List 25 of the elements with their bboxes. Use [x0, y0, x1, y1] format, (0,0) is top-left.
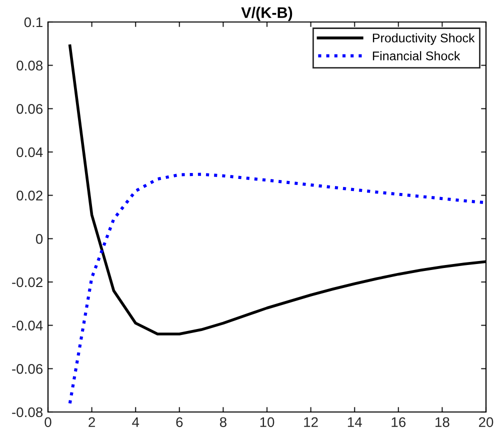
x-tick-label: 10	[260, 417, 274, 428]
x-tick-label: 16	[392, 417, 406, 428]
y-tick-label: -0.06	[12, 364, 43, 374]
x-tick-label: 4	[132, 417, 140, 427]
x-tick-label: 12	[304, 417, 318, 427]
y-tick-label: -0.08	[12, 407, 43, 418]
x-tick-label: 18	[436, 417, 450, 428]
line-series	[68, 172, 486, 405]
y-tick-label: 0.1	[24, 17, 42, 28]
x-tick-label: 6	[176, 417, 183, 428]
chart-title: V/(K-B)	[241, 6, 292, 22]
legend-label: Financial Shock	[372, 51, 460, 60]
x-tick-label: 2	[88, 417, 95, 427]
y-tick-label: 0.02	[16, 190, 42, 201]
x-tick-label: 20	[478, 417, 494, 428]
x-tick-label: 14	[348, 417, 362, 427]
y-tick-label: 0.04	[16, 147, 43, 158]
y-tick-label: 0	[36, 234, 43, 244]
y-tick-label: 0.08	[16, 60, 43, 71]
y-tick-label: 0.06	[16, 104, 43, 114]
y-tick-label: -0.02	[12, 277, 42, 288]
x-tick-label: 0	[44, 417, 52, 428]
x-tick-label: 8	[220, 417, 226, 428]
legend-label: Productivity Shock	[372, 33, 475, 45]
y-tick-label: -0.04	[12, 320, 43, 331]
